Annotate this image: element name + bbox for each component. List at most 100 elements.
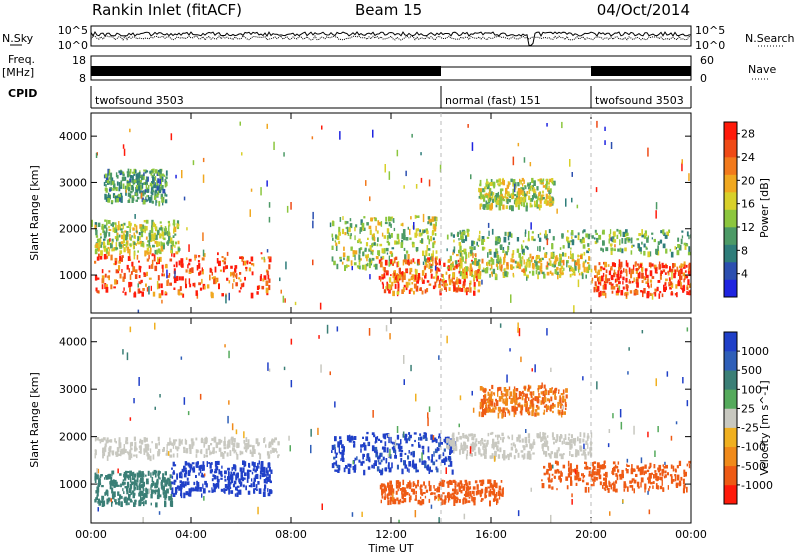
y-tick-label-4: 4000 <box>59 336 87 349</box>
cpid-segment-2: normal (fast) 151 <box>445 94 541 107</box>
data-region-2 <box>94 219 181 257</box>
colorbar-tick-label-2: 8 <box>741 244 748 257</box>
data-region-6 <box>446 228 691 258</box>
data-region-3 <box>171 460 273 499</box>
data-region-3 <box>103 168 168 207</box>
x-tick-label-4: 12:00 <box>375 528 407 541</box>
colorbar-frame <box>723 331 738 505</box>
nsky-tick-right-lo: 10^0 <box>695 39 725 52</box>
colorbar-swatch-6 <box>724 192 737 210</box>
colorbar-swatch-5 <box>724 408 737 428</box>
nave-label: Nave <box>748 63 776 76</box>
colorbar-tick-label-2: 500 <box>741 364 762 377</box>
colorbar-swatch-5 <box>724 209 737 228</box>
nsky-label: N.Sky <box>2 32 34 45</box>
freq-tick-hi: 18 <box>72 54 86 67</box>
colorbar-swatch-7 <box>724 370 737 390</box>
freq-tick-lo: 8 <box>79 72 86 85</box>
power-heatmap <box>91 120 691 313</box>
power-colorbar-label: Power [dB] <box>758 178 771 238</box>
colorbar-tick-label-7: 28 <box>741 128 755 141</box>
colorbar-swatch-7 <box>724 174 737 193</box>
scattered-echoes <box>96 322 689 523</box>
colorbar-swatch-9 <box>724 332 737 352</box>
colorbar-swatch-4 <box>724 227 737 245</box>
colorbar-tick-label-5: -25 <box>741 422 759 435</box>
data-region-2 <box>94 436 280 462</box>
nsky-panel <box>90 25 692 47</box>
data-region-8 <box>478 177 556 212</box>
station-title: Rankin Inlet (fitACF) <box>92 1 242 19</box>
data-region-9 <box>591 261 691 299</box>
data-region-1 <box>94 469 174 508</box>
colorbar-tick-label-7: -500 <box>741 460 766 473</box>
y-tick-label-2: 2000 <box>59 223 87 236</box>
data-region-6 <box>446 431 593 461</box>
colorbar-swatch-2 <box>724 262 737 280</box>
freq-unit: [MHz] <box>2 66 34 79</box>
beam-title: Beam 15 <box>355 1 422 19</box>
x-tick-labels: 00:00 04:00 08:00 12:00 16:00 20:00 00:00 <box>75 528 707 541</box>
x-tick-label-7: 00:00 <box>675 528 707 541</box>
scattered-echoes <box>91 120 690 313</box>
cpid-label: CPID <box>8 87 37 100</box>
velocity-panel-axes: 1000 2000 3000 4000 <box>59 318 692 523</box>
data-region-8 <box>541 460 691 494</box>
freq-label: Freq. <box>8 53 35 66</box>
colorbar-swatch-10 <box>724 122 737 140</box>
nsky-trace <box>90 31 691 46</box>
colorbar-swatch-1 <box>724 279 737 298</box>
colorbar-tick-label-4: 16 <box>741 198 755 211</box>
velocity-heatmap <box>94 322 691 523</box>
velocity-colorbar: 1000 500 100 25 -25 -100 -500 -1000 <box>723 331 773 505</box>
nsearch-trace <box>90 35 692 41</box>
x-tick-label-1: 00:00 <box>75 528 107 541</box>
power-ylabel: Slant Range [km] <box>28 165 41 261</box>
colorbar-swatch-3 <box>724 446 737 467</box>
y-tick-label-2: 2000 <box>59 431 87 444</box>
colorbar-tick-label-1: 1000 <box>741 345 769 358</box>
nsky-tick-right-hi: 10^5 <box>695 24 725 37</box>
nave-tick-hi: 60 <box>700 54 714 67</box>
data-region-4 <box>331 431 456 476</box>
y-tick-label-1: 1000 <box>59 269 87 282</box>
colorbar-tick-label-4: 25 <box>741 402 755 415</box>
y-tick-label-4: 4000 <box>59 130 87 143</box>
power-panel-axes: 1000 2000 3000 4000 <box>59 113 692 313</box>
colorbar-swatch-4 <box>724 427 737 447</box>
cpid-segment-1: twofsound 3503 <box>95 94 184 107</box>
freq-band-1 <box>91 66 441 76</box>
cpid-segments: twofsound 3503 normal (fast) 151 twofsound… <box>90 86 692 108</box>
colorbar-swatch-1 <box>724 484 737 505</box>
power-colorbar: 4 8 12 16 20 24 28 <box>723 121 755 298</box>
cpid-segment-3: twofsound 3503 <box>595 94 684 107</box>
x-tick-label-3: 08:00 <box>275 528 307 541</box>
x-tick-label-2: 04:00 <box>175 528 207 541</box>
x-tick-label-5: 16:00 <box>475 528 507 541</box>
freq-band-3 <box>591 66 691 76</box>
colorbar-tick-label-6: 24 <box>741 151 755 164</box>
data-region-7 <box>478 384 568 419</box>
nsky-tick-left-lo: 10^0 <box>58 39 88 52</box>
data-region-5 <box>379 479 504 507</box>
velocity-colorbar-label: Velocity [m s^-1] <box>758 380 771 475</box>
colorbar-tick-label-8: -1000 <box>741 479 773 492</box>
colorbar-swatch-2 <box>724 465 737 486</box>
y-tick-label-1: 1000 <box>59 478 87 491</box>
x-tick-label-6: 20:00 <box>575 528 607 541</box>
colorbar-tick-label-3: 100 <box>741 383 762 396</box>
data-region-7 <box>446 251 593 281</box>
date-title: 04/Oct/2014 <box>597 1 690 19</box>
colorbar-swatch-9 <box>724 139 737 158</box>
velocity-ylabel: Slant Range [km] <box>28 372 41 468</box>
colorbar-swatch-8 <box>724 351 737 371</box>
nsky-tick-left-hi: 10^5 <box>58 24 88 37</box>
colorbar-frame <box>723 121 738 298</box>
colorbar-tick-label-3: 12 <box>741 221 755 234</box>
freq-trace <box>91 66 691 76</box>
y-tick-label-3: 3000 <box>59 383 87 396</box>
x-axis-label: Time UT <box>367 542 413 554</box>
colorbar-tick-label-5: 20 <box>741 174 755 187</box>
y-tick-label-3: 3000 <box>59 176 87 189</box>
